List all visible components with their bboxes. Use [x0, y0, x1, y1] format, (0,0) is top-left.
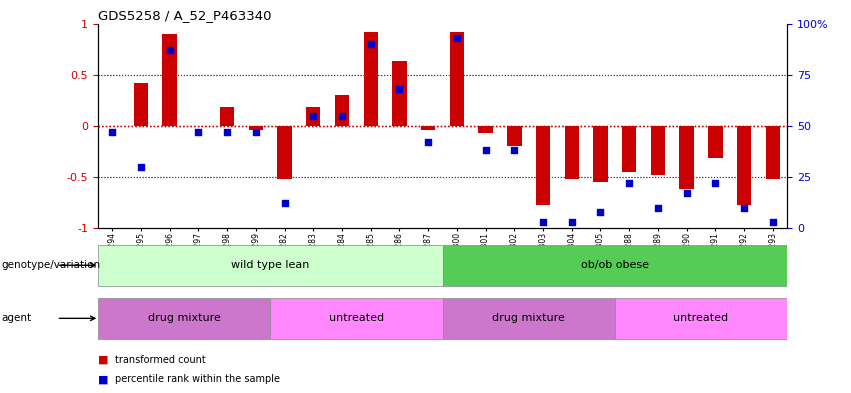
Bar — [651, 126, 665, 175]
Bar — [593, 126, 608, 182]
Point — [191, 129, 205, 135]
Text: GDS5258 / A_52_P463340: GDS5258 / A_52_P463340 — [98, 9, 271, 22]
Text: agent: agent — [2, 313, 31, 323]
Point — [364, 41, 378, 47]
Bar — [737, 126, 751, 206]
Text: untreated: untreated — [328, 313, 384, 323]
Bar — [248, 126, 263, 130]
Bar — [271, 298, 443, 339]
Bar — [443, 244, 787, 286]
Bar — [98, 298, 271, 339]
Text: ■: ■ — [98, 374, 108, 384]
Bar — [679, 126, 694, 189]
Bar — [334, 95, 349, 126]
Bar — [564, 126, 579, 179]
Bar — [614, 298, 787, 339]
Point — [507, 147, 521, 153]
Bar — [98, 244, 443, 286]
Bar — [443, 298, 614, 339]
Text: transformed count: transformed count — [115, 354, 206, 365]
Text: drug mixture: drug mixture — [147, 313, 220, 323]
Point — [594, 208, 608, 215]
Bar — [277, 126, 292, 179]
Point — [622, 180, 636, 186]
Bar — [478, 126, 493, 133]
Text: genotype/variation: genotype/variation — [2, 260, 100, 270]
Text: ■: ■ — [98, 354, 108, 365]
Point — [450, 35, 464, 41]
Point — [249, 129, 263, 135]
Point — [651, 204, 665, 211]
Text: untreated: untreated — [673, 313, 728, 323]
Point — [277, 200, 291, 207]
Point — [479, 147, 493, 153]
Bar — [421, 126, 436, 130]
Point — [421, 139, 435, 145]
Bar — [306, 107, 321, 126]
Point — [134, 163, 148, 170]
Point — [737, 204, 751, 211]
Point — [536, 219, 550, 225]
Bar — [220, 107, 234, 126]
Bar — [392, 61, 407, 126]
Point — [163, 47, 176, 53]
Bar — [449, 32, 464, 126]
Bar — [507, 126, 522, 146]
Bar — [766, 126, 780, 179]
Bar — [134, 83, 148, 126]
Point — [106, 129, 119, 135]
Bar — [708, 126, 722, 158]
Point — [306, 112, 320, 119]
Point — [680, 190, 694, 196]
Point — [766, 219, 780, 225]
Text: ob/ob obese: ob/ob obese — [581, 260, 648, 270]
Point — [565, 219, 579, 225]
Bar — [163, 34, 177, 126]
Bar — [622, 126, 637, 172]
Point — [709, 180, 722, 186]
Bar — [536, 126, 551, 206]
Text: drug mixture: drug mixture — [492, 313, 565, 323]
Point — [392, 86, 406, 92]
Text: percentile rank within the sample: percentile rank within the sample — [115, 374, 280, 384]
Point — [220, 129, 234, 135]
Point — [335, 112, 349, 119]
Bar — [363, 32, 378, 126]
Text: wild type lean: wild type lean — [231, 260, 310, 270]
